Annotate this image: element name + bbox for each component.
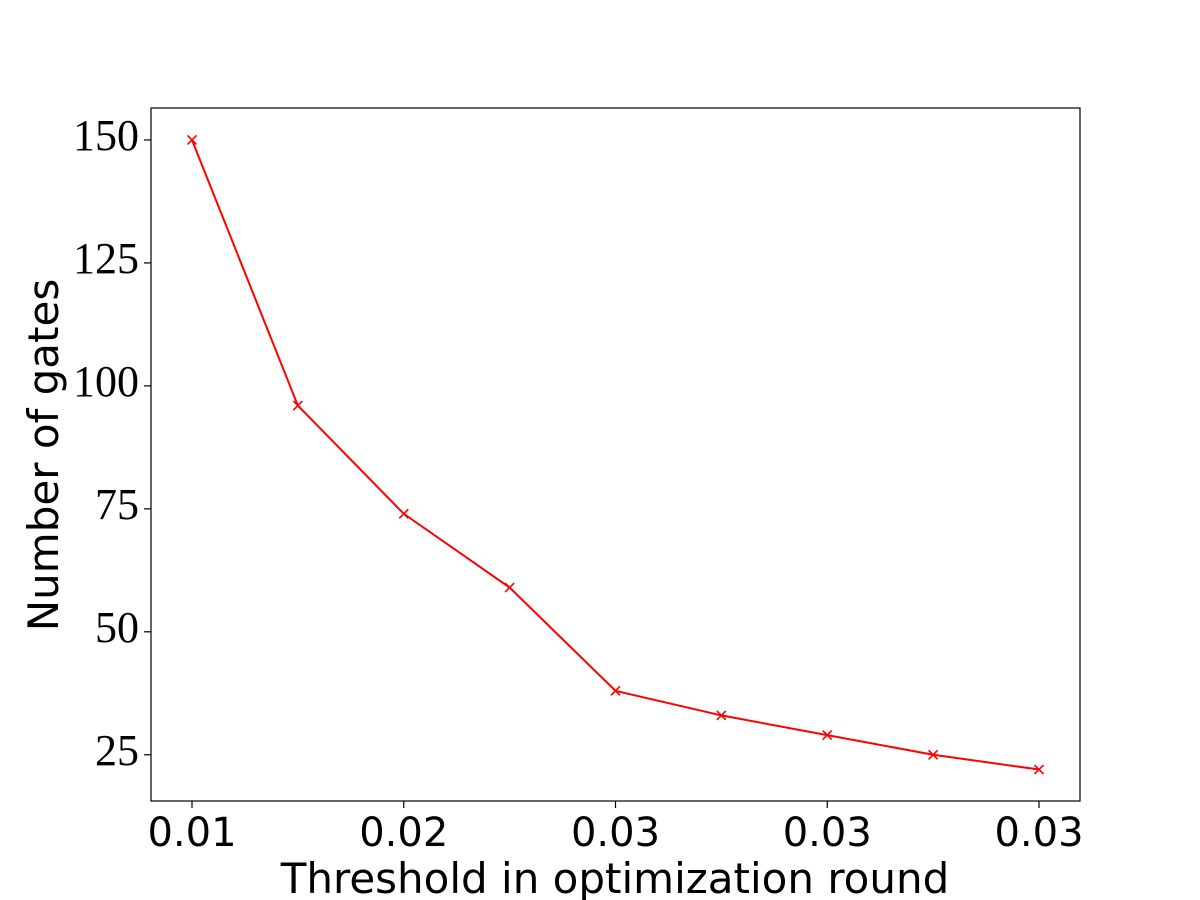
plot-frame bbox=[150, 107, 1081, 802]
data-marker bbox=[504, 582, 515, 593]
data-marker bbox=[716, 710, 727, 721]
y-tick-label: 75 bbox=[95, 480, 139, 529]
y-axis-label: Number of gates bbox=[19, 279, 68, 632]
x-tick-label: 0.03 bbox=[571, 810, 660, 856]
y-tick-label: 25 bbox=[95, 726, 139, 775]
data-marker bbox=[1033, 764, 1045, 775]
data-marker bbox=[822, 730, 833, 741]
data-marker bbox=[610, 685, 621, 696]
x-tick-label: 0.03 bbox=[994, 810, 1083, 856]
x-tick-label: 0.03 bbox=[783, 810, 872, 856]
x-axis-label: Threshold in optimization round bbox=[280, 854, 950, 900]
y-tick-label: 150 bbox=[73, 111, 139, 160]
data-marker bbox=[398, 508, 409, 519]
data-marker bbox=[928, 749, 939, 760]
x-tick-label: 0.01 bbox=[147, 810, 236, 856]
data-marker bbox=[186, 134, 198, 146]
y-tick-label: 50 bbox=[95, 603, 139, 652]
y-tick-label: 100 bbox=[73, 357, 139, 406]
data-marker bbox=[292, 400, 303, 411]
data-line bbox=[191, 139, 1040, 771]
y-tick-label: 125 bbox=[73, 234, 139, 283]
x-tick-label: 0.02 bbox=[359, 810, 448, 856]
